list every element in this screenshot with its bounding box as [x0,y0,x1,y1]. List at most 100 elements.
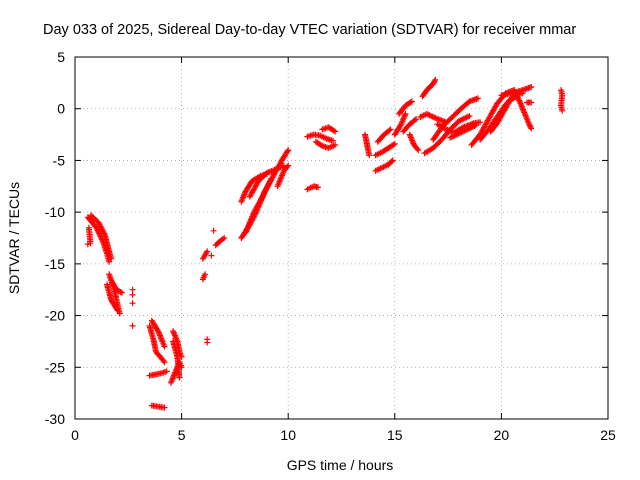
data-point [114,307,121,314]
satellite-arc [391,110,409,138]
satellite-arc [274,162,292,190]
data-point [415,147,422,154]
data-point [414,145,421,152]
data-point [108,255,115,262]
satellite-arc [417,110,449,126]
y-tick-label: -5 [53,152,66,168]
x-tick-label: 20 [494,427,510,443]
data-point [559,107,566,114]
data-point [366,152,373,159]
satellite-arc [170,338,183,381]
data-point [285,147,292,154]
satellite-arc [199,248,211,262]
data-point [204,248,211,255]
data-point [330,127,337,134]
data-point [315,184,321,191]
satellite-arc [372,140,398,159]
satellite-arc [524,99,535,106]
satellite-arc [304,183,321,193]
data-point [390,141,397,148]
x-tick-label: 10 [280,427,296,443]
data-point [413,116,420,123]
satellite-arc [558,87,566,114]
data-point [202,271,209,278]
data-point [285,162,292,169]
data-point [221,235,228,241]
y-tick-label: 0 [57,101,65,117]
y-tick-label: -15 [45,256,65,272]
data-point [432,76,439,83]
satellite-arc [312,138,339,151]
satellite-arc [88,212,115,262]
satellite-arc [104,281,121,314]
data-point [386,127,393,134]
data-point [176,374,183,381]
data-point [268,176,275,182]
x-tick-label: 0 [71,427,79,443]
satellite-arc [400,116,420,135]
data-point [474,95,481,102]
data-point [528,84,535,90]
x-tick-label: 25 [600,427,616,443]
data-point [161,359,168,366]
data-point [332,141,339,148]
data-point [284,148,291,155]
data-point [204,339,211,346]
data-point [129,286,136,293]
chart-title: Day 033 of 2025, Sidereal Day-to-day VTE… [43,22,576,38]
data-point [391,140,398,147]
satellite-arc [199,271,209,283]
satellite-arc [362,131,373,159]
satellite-arc [146,322,168,366]
data-point [160,357,167,364]
data-point [129,300,136,307]
data-point [431,78,438,85]
grid-lines [75,57,608,419]
satellite-arc [372,157,396,174]
data-point [161,343,168,350]
plot-frame [74,56,609,420]
data-point [116,310,123,317]
satellite-arc [212,235,228,249]
y-tick-label: -25 [45,359,65,375]
data-point [118,289,125,296]
satellite-arc [511,87,535,132]
y-tick-label: 5 [57,49,65,65]
data-point [210,227,217,234]
data-point [408,98,415,105]
satellite-arc [419,76,439,100]
satellite-arc [447,122,479,141]
satellite-arc [148,317,168,350]
satellite-arc [85,224,94,247]
satellite-arc [406,131,422,154]
data-point [477,119,484,126]
axis-ticks: 0 5 10 15 20 25 5 0 -5 -10 -15 -20 -25 -30 [45,49,616,443]
data-point [472,122,479,129]
data-point [402,110,409,117]
data-point [129,291,136,298]
data-point [106,258,113,265]
data-point [528,125,535,132]
satellite-arc [374,126,394,145]
data-point [84,241,91,248]
data-point [208,252,215,259]
data-point [389,157,396,164]
x-axis-label: GPS time / hours [287,457,394,473]
satellite-arc [148,402,168,411]
satellite-arc [109,279,125,296]
data-point [163,368,170,375]
y-tick-label: -20 [45,308,65,324]
x-tick-label: 15 [387,427,403,443]
data-point [161,404,168,411]
data-point [332,128,339,135]
satellite-arc [319,124,339,135]
satellite-arc [246,162,287,200]
satellite-arc [421,113,473,157]
satellite-arc [242,176,275,236]
x-tick-label: 5 [178,427,186,443]
satellite-arc [146,368,170,379]
data-points [84,76,566,411]
y-tick-label: -30 [45,411,65,427]
data-point [388,158,395,165]
